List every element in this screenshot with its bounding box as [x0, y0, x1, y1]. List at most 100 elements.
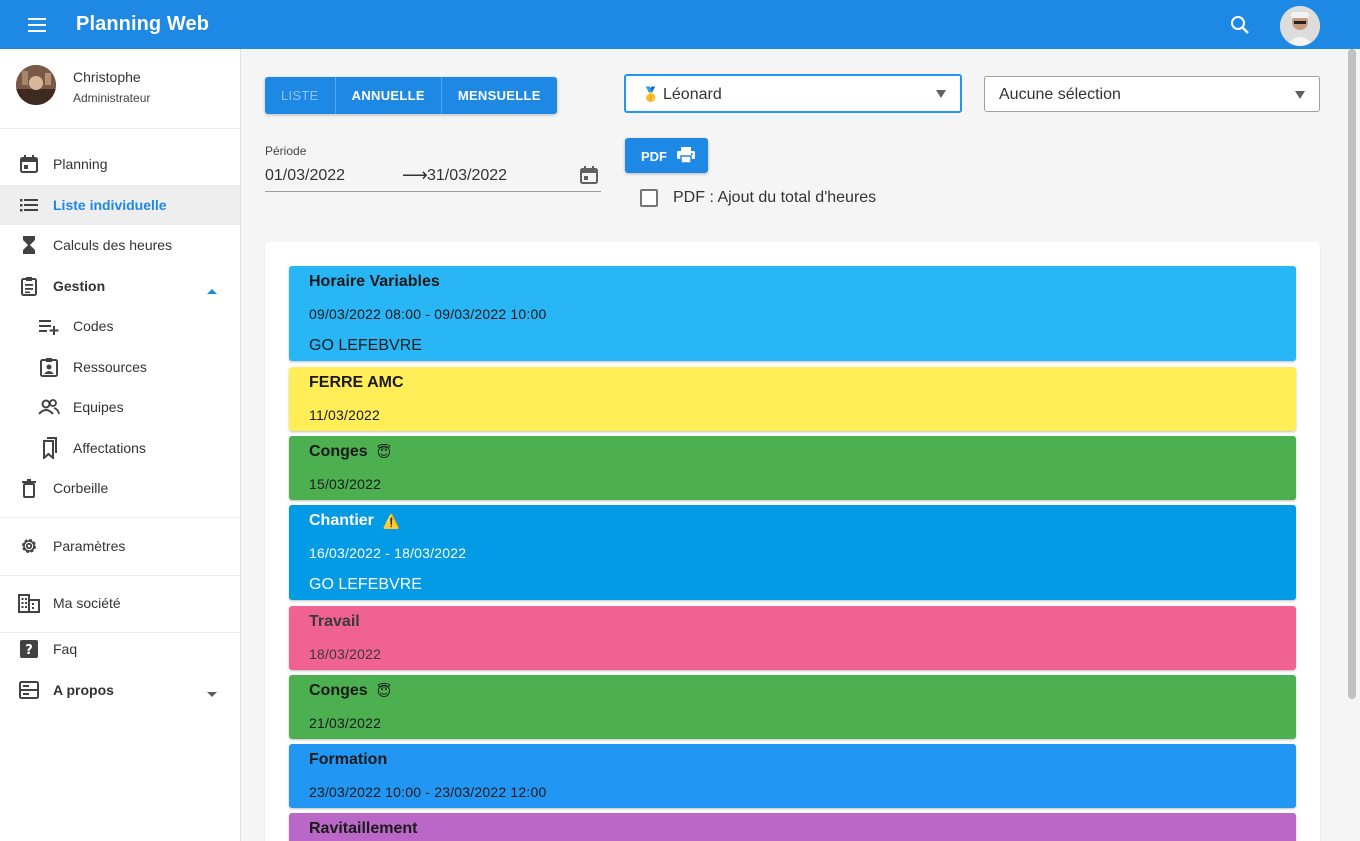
pdf-button[interactable]: PDF: [625, 138, 708, 173]
period-start: 01/03/2022: [265, 167, 346, 184]
chevron-up-icon: [206, 282, 218, 298]
event-owner: GO LEFEBVRE: [309, 337, 422, 354]
event-card[interactable]: Chantier ⚠️ 16/03/2022 - 18/03/2022 GO LE…: [289, 505, 1296, 600]
help-icon: ?: [18, 638, 40, 660]
pdf-button-label: PDF: [641, 149, 667, 164]
warning-icon: ⚠️: [382, 512, 401, 529]
sidebar-item-calculs-des-heures[interactable]: Calculs des heures: [0, 225, 240, 265]
event-title: Chantier ⚠️: [309, 512, 401, 529]
event-card[interactable]: FERRE AMC 11/03/2022: [289, 367, 1296, 431]
sidebar-item-label: Ressources: [73, 359, 147, 375]
sidebar-item-label: Gestion: [53, 278, 106, 294]
scrollbar[interactable]: [1348, 49, 1356, 699]
people-icon: [38, 396, 60, 418]
building-icon: [18, 592, 40, 614]
sidebar-item-label: Paramètres: [53, 538, 126, 554]
dropdown-arrow-icon: [936, 90, 946, 98]
sidebar-item-codes[interactable]: Codes: [0, 306, 240, 346]
event-title: Conges 😇: [309, 682, 392, 699]
resource-select[interactable]: 🥇 Léonard: [624, 74, 962, 113]
info-box-icon: [18, 679, 40, 701]
sidebar-item-label: Calculs des heures: [53, 237, 173, 253]
sidebar-item-label: Faq: [53, 641, 78, 657]
smile-icon: 😇: [376, 682, 392, 699]
sidebar-item-ma-societe[interactable]: Ma société: [0, 583, 240, 623]
event-title: Ravitaillement: [309, 820, 418, 837]
event-title: Travail: [309, 613, 360, 630]
bookmarks-icon: [38, 437, 60, 459]
event-date: 23/03/2022 10:00 - 23/03/2022 12:00: [309, 784, 547, 800]
user-profile[interactable]: Christophe Administrateur: [0, 49, 240, 129]
dropdown-arrow-icon: [1295, 91, 1305, 99]
sidebar-item-corbeille[interactable]: Corbeille: [0, 468, 240, 508]
event-card[interactable]: Conges 😇 21/03/2022: [289, 675, 1296, 739]
event-date: 09/03/2022 08:00 - 09/03/2022 10:00: [309, 306, 547, 322]
sidebar: Christophe Administrateur Planning Liste…: [0, 49, 241, 841]
sidebar-item-label: Corbeille: [53, 480, 109, 496]
event-card[interactable]: Formation 23/03/2022 10:00 - 23/03/2022 …: [289, 744, 1296, 808]
event-title: FERRE AMC: [309, 374, 404, 391]
smile-icon: 😇: [376, 443, 392, 460]
menu-icon[interactable]: [23, 11, 51, 39]
divider: [0, 632, 240, 633]
event-date: 21/03/2022: [309, 715, 382, 731]
sidebar-item-faq[interactable]: ? Faq: [0, 629, 240, 669]
period-label: Période: [265, 144, 307, 158]
sidebar-item-label: Equipes: [73, 399, 124, 415]
event-card[interactable]: Ravitaillement: [289, 813, 1296, 841]
tab-annuelle[interactable]: ANNUELLE: [336, 77, 442, 114]
sidebar-item-parametres[interactable]: Paramètres: [0, 526, 240, 566]
view-toggle: LISTE ANNUELLE MENSUELLE: [265, 77, 557, 114]
event-card[interactable]: Travail 18/03/2022: [289, 606, 1296, 670]
medal-icon: 🥇: [642, 86, 660, 102]
clipboard-icon: [18, 275, 40, 297]
pdf-total-hours-label: PDF : Ajout du total d'heures: [673, 189, 877, 206]
event-title: Conges 😇: [309, 443, 392, 460]
sidebar-item-a-propos[interactable]: A propos: [0, 670, 240, 710]
search-icon[interactable]: [1227, 12, 1253, 38]
user-name: Christophe: [73, 69, 141, 85]
sidebar-item-label: A propos: [53, 682, 114, 698]
event-owner: GO LEFEBVRE: [309, 576, 422, 593]
divider: [0, 575, 240, 576]
sidebar-item-label: Liste individuelle: [53, 197, 167, 213]
sidebar-item-liste-individuelle[interactable]: Liste individuelle: [0, 185, 240, 225]
trash-icon: [18, 477, 40, 499]
calendar-icon[interactable]: [579, 165, 599, 185]
chevron-down-icon: [206, 686, 218, 702]
arrow-right-icon: ⟶: [402, 165, 428, 185]
sidebar-item-label: Ma société: [53, 595, 121, 611]
team-select-value: Aucune sélection: [999, 86, 1121, 103]
tab-liste[interactable]: LISTE: [265, 77, 336, 114]
user-role: Administrateur: [73, 91, 151, 105]
tab-mensuelle[interactable]: MENSUELLE: [457, 88, 541, 103]
period-date-range-field[interactable]: 01/03/2022 ⟶ 31/03/2022: [265, 160, 601, 192]
team-select[interactable]: Aucune sélection: [984, 76, 1320, 112]
sidebar-item-planning[interactable]: Planning: [0, 144, 240, 184]
list-icon: [18, 194, 40, 216]
event-date: 18/03/2022: [309, 646, 382, 662]
playlist-add-icon: [38, 315, 60, 337]
period-end: 31/03/2022: [427, 167, 508, 184]
calendar-icon: [18, 153, 40, 175]
sidebar-item-label: Codes: [73, 318, 114, 334]
resource-select-value: Léonard: [663, 86, 722, 103]
event-date: 15/03/2022: [309, 476, 382, 492]
user-avatar: [16, 65, 56, 105]
event-title: Formation: [309, 751, 388, 768]
sidebar-item-equipes[interactable]: Equipes: [0, 387, 240, 427]
gear-icon: [18, 535, 40, 557]
event-card[interactable]: Conges 😇 15/03/2022: [289, 436, 1296, 500]
sidebar-item-gestion[interactable]: Gestion: [0, 266, 240, 306]
event-date: 11/03/2022: [309, 407, 381, 423]
event-title: Horaire Variables: [309, 273, 440, 290]
sidebar-item-ressources[interactable]: Ressources: [0, 347, 240, 387]
svg-text:?: ?: [25, 643, 33, 658]
pdf-total-hours-checkbox[interactable]: [640, 189, 658, 207]
event-card[interactable]: Horaire Variables 09/03/2022 08:00 - 09/…: [289, 266, 1296, 361]
sidebar-item-affectations[interactable]: Affectations: [0, 428, 240, 468]
badge-icon: [38, 356, 60, 378]
account-avatar[interactable]: [1280, 6, 1320, 46]
app-bar: Planning Web: [0, 0, 1360, 49]
hourglass-icon: [18, 234, 40, 256]
